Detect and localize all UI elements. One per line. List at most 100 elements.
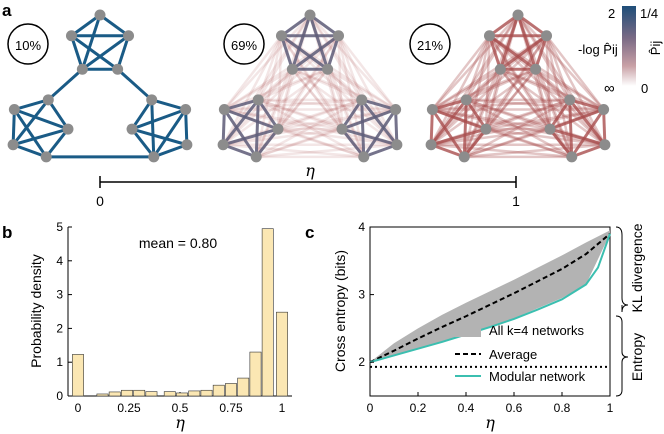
network-edge <box>432 108 606 146</box>
network-node <box>599 139 611 151</box>
network-edge <box>488 34 537 71</box>
network-edge <box>545 35 552 130</box>
network-node <box>40 151 52 163</box>
histogram-bar <box>163 391 176 397</box>
network-edge <box>430 143 465 159</box>
network-edge <box>221 109 226 145</box>
network-edge <box>70 34 119 71</box>
network-edge <box>221 98 260 146</box>
x-tick-label: 1 <box>279 401 286 415</box>
network-edge <box>153 143 188 159</box>
network-edge <box>277 108 396 131</box>
network-edge <box>308 14 330 70</box>
network-edge <box>70 35 84 70</box>
network-node <box>275 30 287 42</box>
network-edge <box>499 68 571 101</box>
network-node <box>123 30 135 42</box>
legend-label-average: Average <box>489 347 537 362</box>
y-tick-label: 3 <box>56 288 63 302</box>
network-node <box>483 30 495 42</box>
network-edge <box>276 35 340 130</box>
network-edge <box>499 68 551 130</box>
x-tick-label: 0.25 <box>117 401 141 415</box>
histogram-bar <box>212 384 225 397</box>
network-edge <box>545 35 606 146</box>
x-tick-label: 0 <box>367 401 374 415</box>
network-edge <box>465 35 491 101</box>
network-edge <box>276 35 283 130</box>
network-edge <box>116 35 130 70</box>
network-edge <box>276 68 294 130</box>
x-tick-label: 0.2 <box>410 401 427 415</box>
network-edge <box>534 68 552 130</box>
network-edge <box>326 35 340 70</box>
network-edge <box>545 34 605 111</box>
network-edge <box>569 98 605 111</box>
mixed-network <box>217 9 403 163</box>
plot-frame <box>369 226 611 397</box>
network-edge <box>485 127 573 159</box>
network-edge <box>280 34 329 71</box>
x-tick-label: 0.8 <box>554 401 571 415</box>
cross-entropy-x-label: η <box>485 413 495 432</box>
network-node <box>391 139 403 151</box>
network-node <box>541 30 553 42</box>
network-node <box>598 104 610 116</box>
y-tick-label: 4 <box>56 254 63 268</box>
network-edge <box>602 109 607 145</box>
network-node <box>566 151 578 163</box>
histogram-bar <box>249 351 262 397</box>
network-node <box>390 104 402 116</box>
network-edge <box>47 98 70 130</box>
network-node <box>62 123 74 135</box>
network-edge <box>309 14 397 111</box>
cross-entropy-y-label: Cross entropy (bits) <box>332 250 348 372</box>
x-tick-label: 1 <box>607 401 614 415</box>
network-node <box>180 104 192 116</box>
network-node <box>358 151 370 163</box>
histogram-bar <box>145 391 158 397</box>
network-edge <box>151 98 187 111</box>
network-edge <box>255 68 294 158</box>
histogram-x-label: η <box>175 413 185 432</box>
network-edge <box>277 127 365 159</box>
network-node <box>336 123 348 135</box>
network-edge <box>360 99 366 157</box>
network-edge <box>430 127 487 147</box>
percent-bubble-1: 10% <box>7 23 49 65</box>
network-node <box>460 94 472 106</box>
network-edge <box>341 108 397 131</box>
bubble-1-text: 10% <box>15 38 41 53</box>
network-edge <box>326 68 363 101</box>
y-tick-label: 4 <box>358 220 365 234</box>
lattice-network <box>425 9 611 163</box>
network-edge <box>431 34 491 111</box>
network-edge <box>257 68 294 101</box>
network-edge <box>394 109 399 145</box>
network-edge <box>222 34 340 146</box>
network-edge <box>309 13 340 37</box>
network-node <box>480 123 492 135</box>
histogram-bar <box>176 392 188 397</box>
modular-network <box>7 9 193 163</box>
network-node <box>286 63 298 75</box>
histogram-bar <box>261 228 274 397</box>
network-edge <box>431 14 519 111</box>
network-edge <box>488 35 502 70</box>
y-tick-label: 0 <box>56 389 63 403</box>
legend-swatch-band <box>455 323 481 337</box>
network-edge <box>517 14 605 111</box>
network-edge <box>488 34 606 146</box>
network-edge <box>152 108 187 158</box>
network-edge <box>517 13 548 37</box>
network-edge <box>431 143 572 159</box>
network-edge <box>484 35 548 130</box>
network-edge <box>568 98 607 146</box>
network-edge <box>222 127 279 147</box>
network-edge <box>548 98 571 130</box>
network-edge <box>430 34 548 146</box>
network-edge <box>465 68 502 101</box>
network-edge <box>257 98 280 130</box>
colorbar-top-right: 1/4 <box>640 6 658 21</box>
network-edge <box>255 128 280 158</box>
